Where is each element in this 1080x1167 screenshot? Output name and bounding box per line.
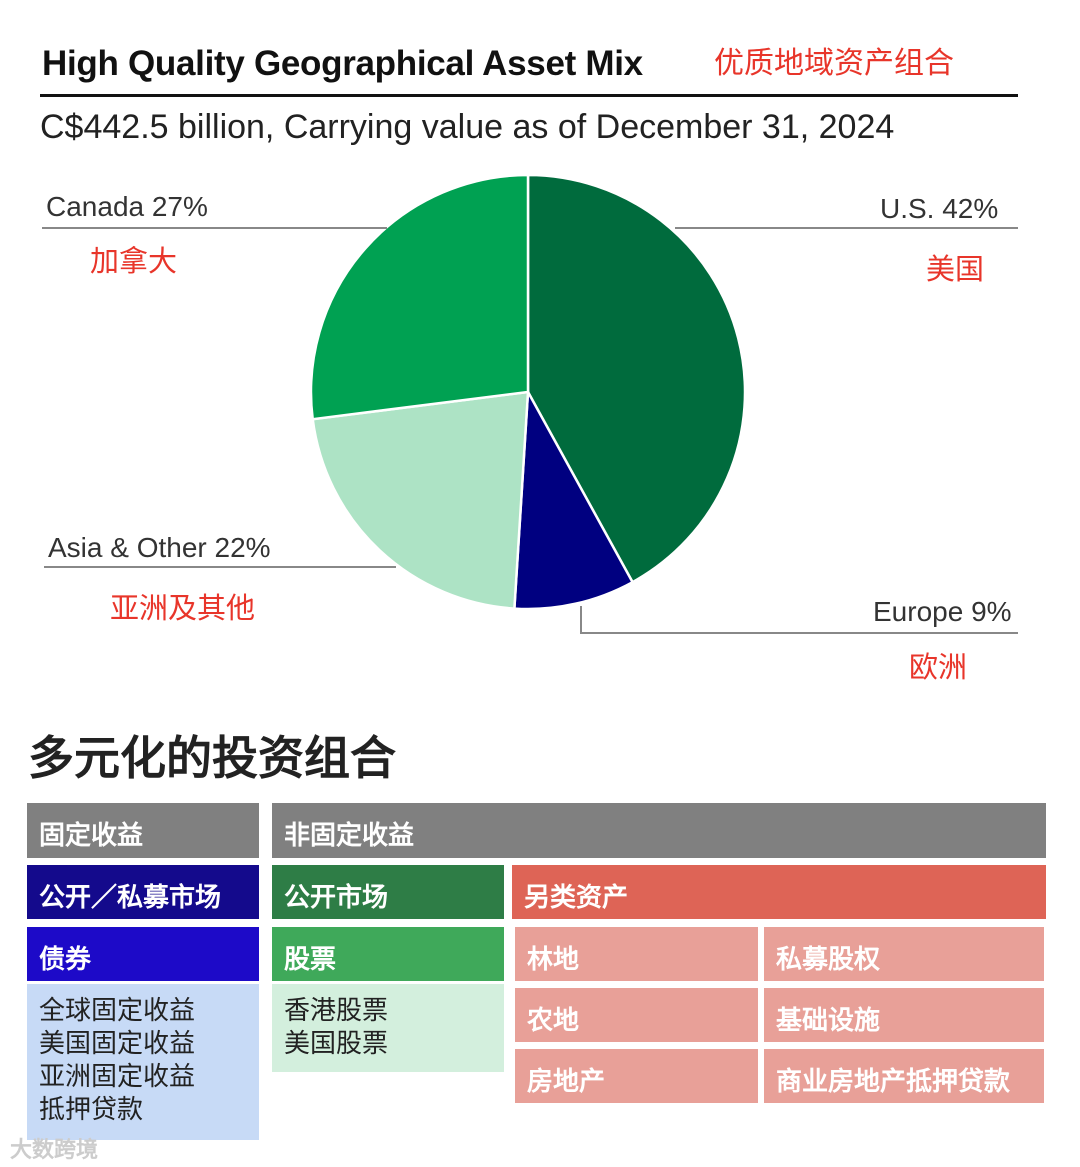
alt-item-timberland: 林地: [515, 927, 758, 981]
pie-slice-asia-other: [311, 390, 530, 610]
asia-label: Asia & Other 22%: [48, 532, 271, 563]
chart-subtitle: C$442.5 billion, Carrying value as of De…: [40, 108, 895, 146]
canada-leader-line: [42, 227, 387, 229]
bond-items: 全球固定收益 美国固定收益 亚洲固定收益 抵押贷款: [27, 984, 259, 1140]
portfolio-title: 多元化的投资组合: [28, 732, 396, 784]
bond-item: 全球固定收益: [39, 995, 196, 1025]
public-private-markets: 公开／私募市场: [27, 865, 259, 919]
pie-chart: [309, 173, 747, 611]
canada-label: Canada 27%: [46, 191, 208, 222]
watermark: 大数跨境: [10, 1137, 99, 1162]
bond-item: 美国固定收益: [39, 1028, 196, 1058]
bonds: 债券: [27, 927, 259, 981]
alt-item-farmland: 农地: [515, 988, 758, 1042]
pie-slice-u-s-: [526, 173, 747, 584]
alt-item-real-estate: 房地产: [515, 1049, 758, 1103]
equity-item: 香港股票: [284, 995, 389, 1025]
europe-leader-vertical: [580, 606, 582, 633]
europe-label-cn: 欧洲: [909, 652, 968, 684]
non-fixed-income-header: 非固定收益: [272, 803, 1046, 858]
fixed-income-header: 固定收益: [27, 803, 259, 858]
pie-slice-europe: [513, 387, 635, 611]
bond-item: 抵押贷款: [39, 1094, 144, 1124]
public-markets: 公开市场: [272, 865, 504, 919]
chart-title: High Quality Geographical Asset Mix: [42, 44, 643, 83]
equities: 股票: [272, 927, 504, 981]
alt-item-commercial-mortgages: 商业房地产抵押贷款: [764, 1049, 1044, 1103]
us-leader-line: [675, 227, 1018, 229]
asia-label-cn: 亚洲及其他: [110, 593, 256, 625]
alt-item-private-equity: 私募股权: [764, 927, 1044, 981]
us-label-cn: 美国: [926, 254, 985, 286]
equity-items: 香港股票 美国股票: [272, 984, 504, 1072]
chart-title-cn: 优质地域资产组合: [714, 47, 954, 80]
pie-slice-canada: [309, 173, 530, 421]
alt-item-infrastructure: 基础设施: [764, 988, 1044, 1042]
alternatives: 另类资产: [512, 865, 1046, 919]
europe-leader-line: [580, 632, 1018, 634]
us-label: U.S. 42%: [880, 193, 999, 224]
title-rule: [40, 94, 1018, 97]
bond-item: 亚洲固定收益: [39, 1061, 196, 1091]
europe-label: Europe 9%: [873, 596, 1012, 627]
asia-leader-line: [44, 566, 396, 568]
equity-item: 美国股票: [284, 1028, 389, 1058]
canada-label-cn: 加拿大: [90, 246, 178, 278]
